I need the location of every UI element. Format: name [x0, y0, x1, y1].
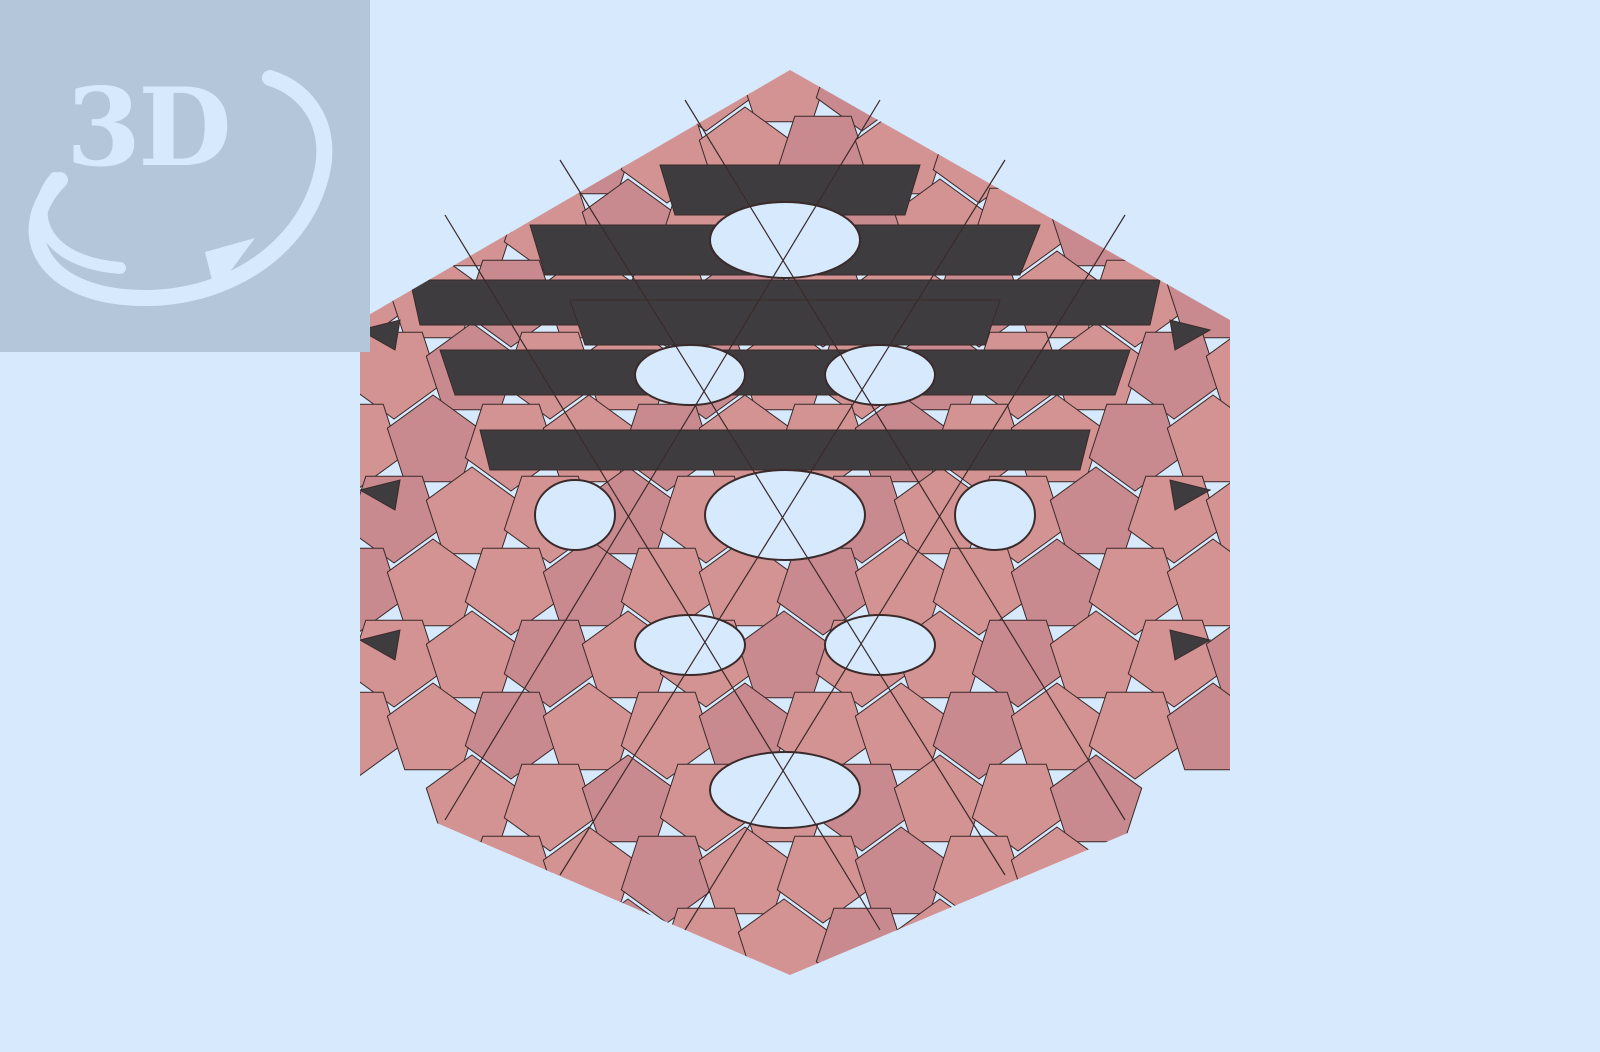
model-edge-line — [444, 214, 881, 931]
model-face — [698, 538, 792, 627]
model-dark-band — [479, 429, 1091, 471]
model-opening — [634, 344, 746, 406]
model-dark-band — [569, 299, 1001, 346]
model-face — [854, 826, 948, 915]
model-face — [1010, 106, 1104, 195]
model-face — [386, 394, 480, 483]
model-face — [893, 754, 987, 843]
badge-label: 3D — [66, 65, 232, 191]
model-face — [386, 682, 480, 771]
model-edge-lines — [444, 99, 1126, 931]
model-face — [542, 106, 636, 195]
model-face — [581, 70, 675, 123]
model-face — [542, 682, 636, 771]
model-face — [425, 610, 519, 699]
model-face — [1010, 538, 1104, 627]
model-face — [425, 466, 519, 555]
model-face — [360, 691, 402, 780]
model-face — [1205, 610, 1230, 699]
model-opening — [534, 479, 616, 551]
model-face — [425, 178, 519, 267]
model-face — [737, 610, 831, 699]
model-face — [815, 907, 909, 975]
model-face — [1049, 754, 1143, 843]
model-spike — [360, 479, 401, 511]
model-face — [659, 907, 753, 975]
model-edge-line — [684, 214, 1126, 931]
model-face — [1049, 610, 1143, 699]
3d-view-badge[interactable]: 3D — [0, 0, 370, 352]
model-opening — [824, 614, 936, 676]
model-spike — [1169, 319, 1212, 351]
model-face — [360, 610, 363, 699]
model-face — [1010, 682, 1104, 771]
model-face — [893, 70, 987, 123]
model-spike — [360, 319, 401, 351]
model-opening — [709, 201, 861, 279]
model-face — [1049, 466, 1143, 555]
model-edge-line — [559, 159, 1006, 876]
model-edge-line — [684, 99, 1126, 821]
model-opening — [704, 469, 866, 561]
rotate-3d-icon — [28, 70, 333, 307]
model-face — [581, 754, 675, 843]
model-face — [854, 682, 948, 771]
model-face — [1166, 394, 1230, 483]
model-face — [1166, 682, 1230, 771]
model-face — [464, 115, 558, 204]
model-edge-line — [444, 99, 881, 821]
model-face — [360, 466, 363, 555]
model-face — [737, 70, 831, 123]
model-opening — [634, 614, 746, 676]
model-face — [386, 538, 480, 627]
model-spike — [1169, 479, 1212, 511]
model-face — [464, 835, 558, 924]
model-dark-band — [439, 349, 1131, 396]
model-face — [1205, 322, 1230, 411]
model-face — [932, 835, 1026, 924]
model-dark-band — [659, 164, 921, 216]
model-spike — [360, 629, 401, 661]
model-face — [1049, 178, 1143, 267]
model-face — [1205, 466, 1230, 555]
model-face — [1166, 538, 1230, 627]
model-spike — [1169, 629, 1212, 661]
model-face — [698, 826, 792, 915]
model-opening — [954, 479, 1036, 551]
model-opening — [709, 751, 861, 829]
model-opening — [824, 344, 936, 406]
